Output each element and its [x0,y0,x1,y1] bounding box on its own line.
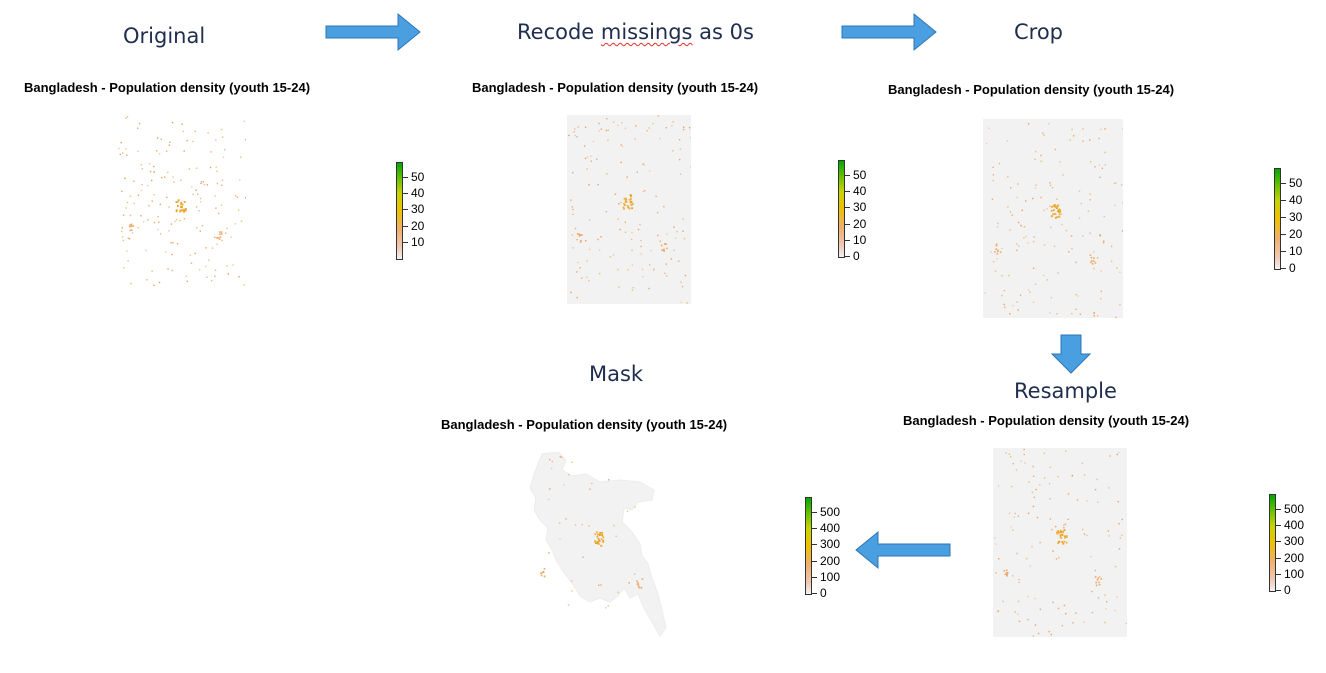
legend-label: 50 [853,168,867,182]
legend-label: 0 [1284,583,1291,597]
density-points [568,115,691,304]
density-points [118,116,246,286]
legend-label: 100 [1284,567,1305,581]
step-label-crop: Crop [1014,20,1064,44]
legend-label: 40 [853,184,867,198]
legend-label: 10 [1289,244,1303,258]
legend-tick [1276,574,1281,575]
plot-title-original: Bangladesh - Population density (youth 1… [24,80,311,95]
legend-tick [812,561,817,562]
legend-tick [403,209,408,210]
legend-label: 200 [820,554,841,568]
legend-color-bar [805,497,812,595]
legend-label: 200 [1284,551,1305,565]
legend-tick [812,593,817,594]
legend-label: 0 [853,249,860,263]
arrow-left-icon [855,530,951,570]
legend-label: 400 [820,521,841,535]
legend-tick [1281,234,1286,235]
legend-tick [403,177,408,178]
legend-label: 50 [411,170,425,184]
legend-label: 500 [820,505,841,519]
legend-tick [845,256,850,257]
legend-label: 30 [411,202,425,216]
legend-tick [1276,509,1281,510]
raster-resample [993,448,1127,637]
legend-tick [1281,251,1286,252]
plot-title-resample: Bangladesh - Population density (youth 1… [903,413,1190,428]
legend-tick [812,544,817,545]
arrow-right-icon [325,12,421,52]
legend-tick [403,226,408,227]
plot-title-crop: Bangladesh - Population density (youth 1… [888,82,1175,97]
legend-tick [1281,200,1286,201]
legend-label: 30 [1289,210,1303,224]
legend-label: 400 [1284,518,1305,532]
legend-label: 300 [1284,534,1305,548]
legend-label: 300 [820,537,841,551]
legend-tick [812,512,817,513]
arrow-down-icon [1050,334,1092,374]
step-label-original: Original [123,24,206,48]
legend-label: 0 [820,586,827,600]
legend-label: 30 [853,200,867,214]
legend-label: 20 [411,219,425,233]
legend-color-bar [396,162,403,260]
raster-recode [567,115,691,304]
step-label-mask: Mask [589,362,644,386]
legend-tick [845,224,850,225]
legend-tick [845,240,850,241]
legend-label: 100 [820,570,841,584]
legend-tick [1281,183,1286,184]
legend-tick [1281,217,1286,218]
legend-tick [845,207,850,208]
legend-tick [1281,268,1286,269]
density-points [984,122,1123,318]
legend-tick [1276,590,1281,591]
legend-label: 10 [411,235,425,249]
raster-crop [983,119,1123,318]
legend-color-bar [1269,494,1276,592]
plot-title-mask: Bangladesh - Population density (youth 1… [441,417,728,432]
raster-mask [528,452,670,638]
legend-label: 20 [853,217,867,231]
legend-tick [1276,525,1281,526]
legend-label: 40 [1289,193,1303,207]
step-label-recode-spellcheck: missings [600,20,693,44]
arrow-right-icon [841,12,937,52]
legend-tick [1276,558,1281,559]
step-label-recode-post: as 0s [692,20,754,44]
density-points [994,448,1127,637]
legend-label: 40 [411,186,425,200]
step-label-resample: Resample [1014,379,1117,403]
legend-label: 10 [853,233,867,247]
step-label-recode-pre: Recode [517,20,601,44]
legend-tick [812,528,817,529]
legend-tick [1276,541,1281,542]
legend-tick [812,577,817,578]
density-points [540,456,644,609]
plot-title-recode: Bangladesh - Population density (youth 1… [472,80,759,95]
step-label-recode: Recode missings as 0s [517,22,754,43]
legend-tick [845,191,850,192]
legend-color-bar [838,160,845,258]
legend-tick [403,242,408,243]
legend-label: 0 [1289,261,1296,275]
legend-tick [845,175,850,176]
legend-color-bar [1274,168,1281,270]
raster-original [118,116,246,286]
legend-label: 50 [1289,176,1303,190]
legend-label: 20 [1289,227,1303,241]
legend-tick [403,193,408,194]
legend-label: 500 [1284,502,1305,516]
